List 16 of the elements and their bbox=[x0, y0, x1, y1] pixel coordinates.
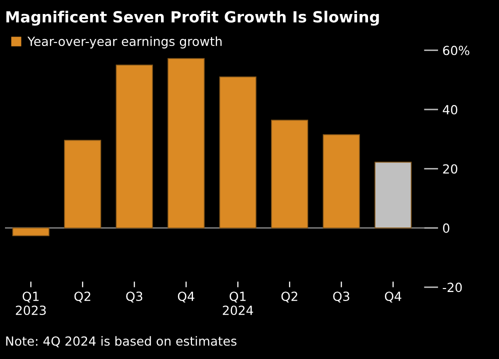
x-tick-label: Q1 2024 bbox=[222, 292, 254, 316]
x-tick-label: Q4 bbox=[384, 292, 402, 302]
x-tick-label: Q3 bbox=[333, 292, 350, 302]
x-tick-label: Q4 bbox=[178, 292, 194, 302]
legend-label: Year-over-year earnings growth bbox=[27, 36, 222, 48]
x-tick-label: Q2 bbox=[74, 292, 90, 302]
x-tick-label: Q3 bbox=[126, 292, 142, 302]
x-tick-label: Q2 bbox=[281, 292, 298, 302]
y-tick-label: 20 bbox=[443, 164, 458, 174]
y-tick-label: 40 bbox=[442, 104, 458, 114]
x-tick-label: Q1 2023 bbox=[16, 292, 46, 316]
text: Note: 4Q 2024 is based on estimates bbox=[6, 336, 236, 348]
y-tick-label: -20 bbox=[442, 282, 462, 292]
y-tick-label: 0 bbox=[443, 223, 450, 233]
y-tick-label: 60% bbox=[443, 46, 470, 56]
chart-title: Magnificent Seven Profit Growth Is Slowing bbox=[6, 10, 379, 26]
